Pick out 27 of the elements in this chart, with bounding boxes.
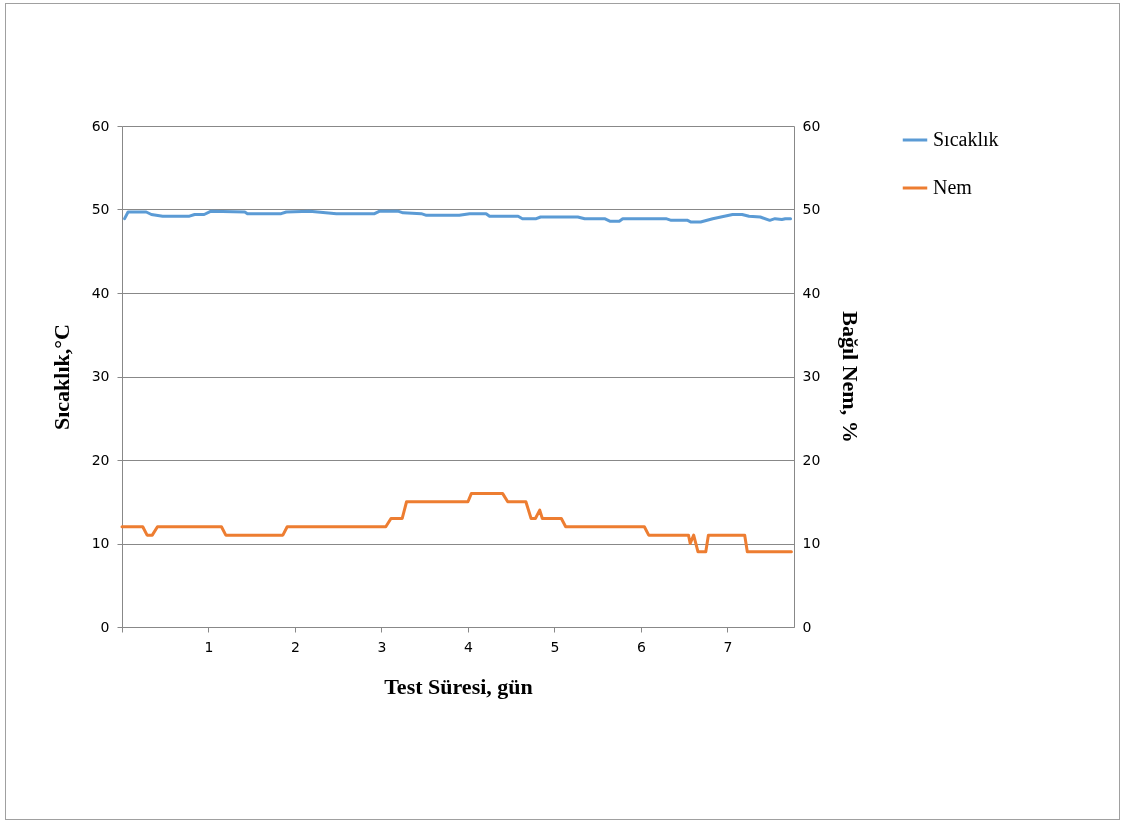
x-tick-label: 2 <box>291 638 300 655</box>
x-tick-label: 7 <box>723 638 733 655</box>
x-tick-label: 4 <box>463 638 473 655</box>
y2-axis-title: Bağıl Nem, % <box>838 311 864 443</box>
line-series <box>120 491 793 554</box>
y-tick-label: 0 <box>100 618 110 635</box>
y-tick-label: 20 <box>91 451 110 468</box>
y2-tick-label: 10 <box>802 535 821 551</box>
x-tick-label: 3 <box>377 638 387 655</box>
y2-tick-label: 40 <box>802 284 821 301</box>
y-tick-label: 40 <box>91 284 110 301</box>
y-axis-title: Sıcaklık,°C <box>48 324 74 430</box>
y2-tick-label: 0 <box>802 618 812 635</box>
x-tick-label: 1 <box>204 638 214 655</box>
y2-tick-label: 60 <box>802 117 821 134</box>
y-tick-label: 10 <box>91 535 110 551</box>
x-axis-title: Test Süresi, gün <box>384 673 533 699</box>
y-tick-label: 30 <box>91 368 110 384</box>
x-tick-label: 6 <box>636 638 646 655</box>
y-tick-label: 60 <box>91 117 110 134</box>
y2-tick-label: 50 <box>802 201 821 217</box>
legend-label: Sıcaklık <box>933 128 999 150</box>
x-tick-label: 5 <box>550 638 560 655</box>
legend-label: Nem <box>933 176 973 198</box>
y2-tick-label: 30 <box>802 368 821 384</box>
y-tick-label: 50 <box>91 201 110 217</box>
y2-tick-label: 20 <box>802 451 821 468</box>
